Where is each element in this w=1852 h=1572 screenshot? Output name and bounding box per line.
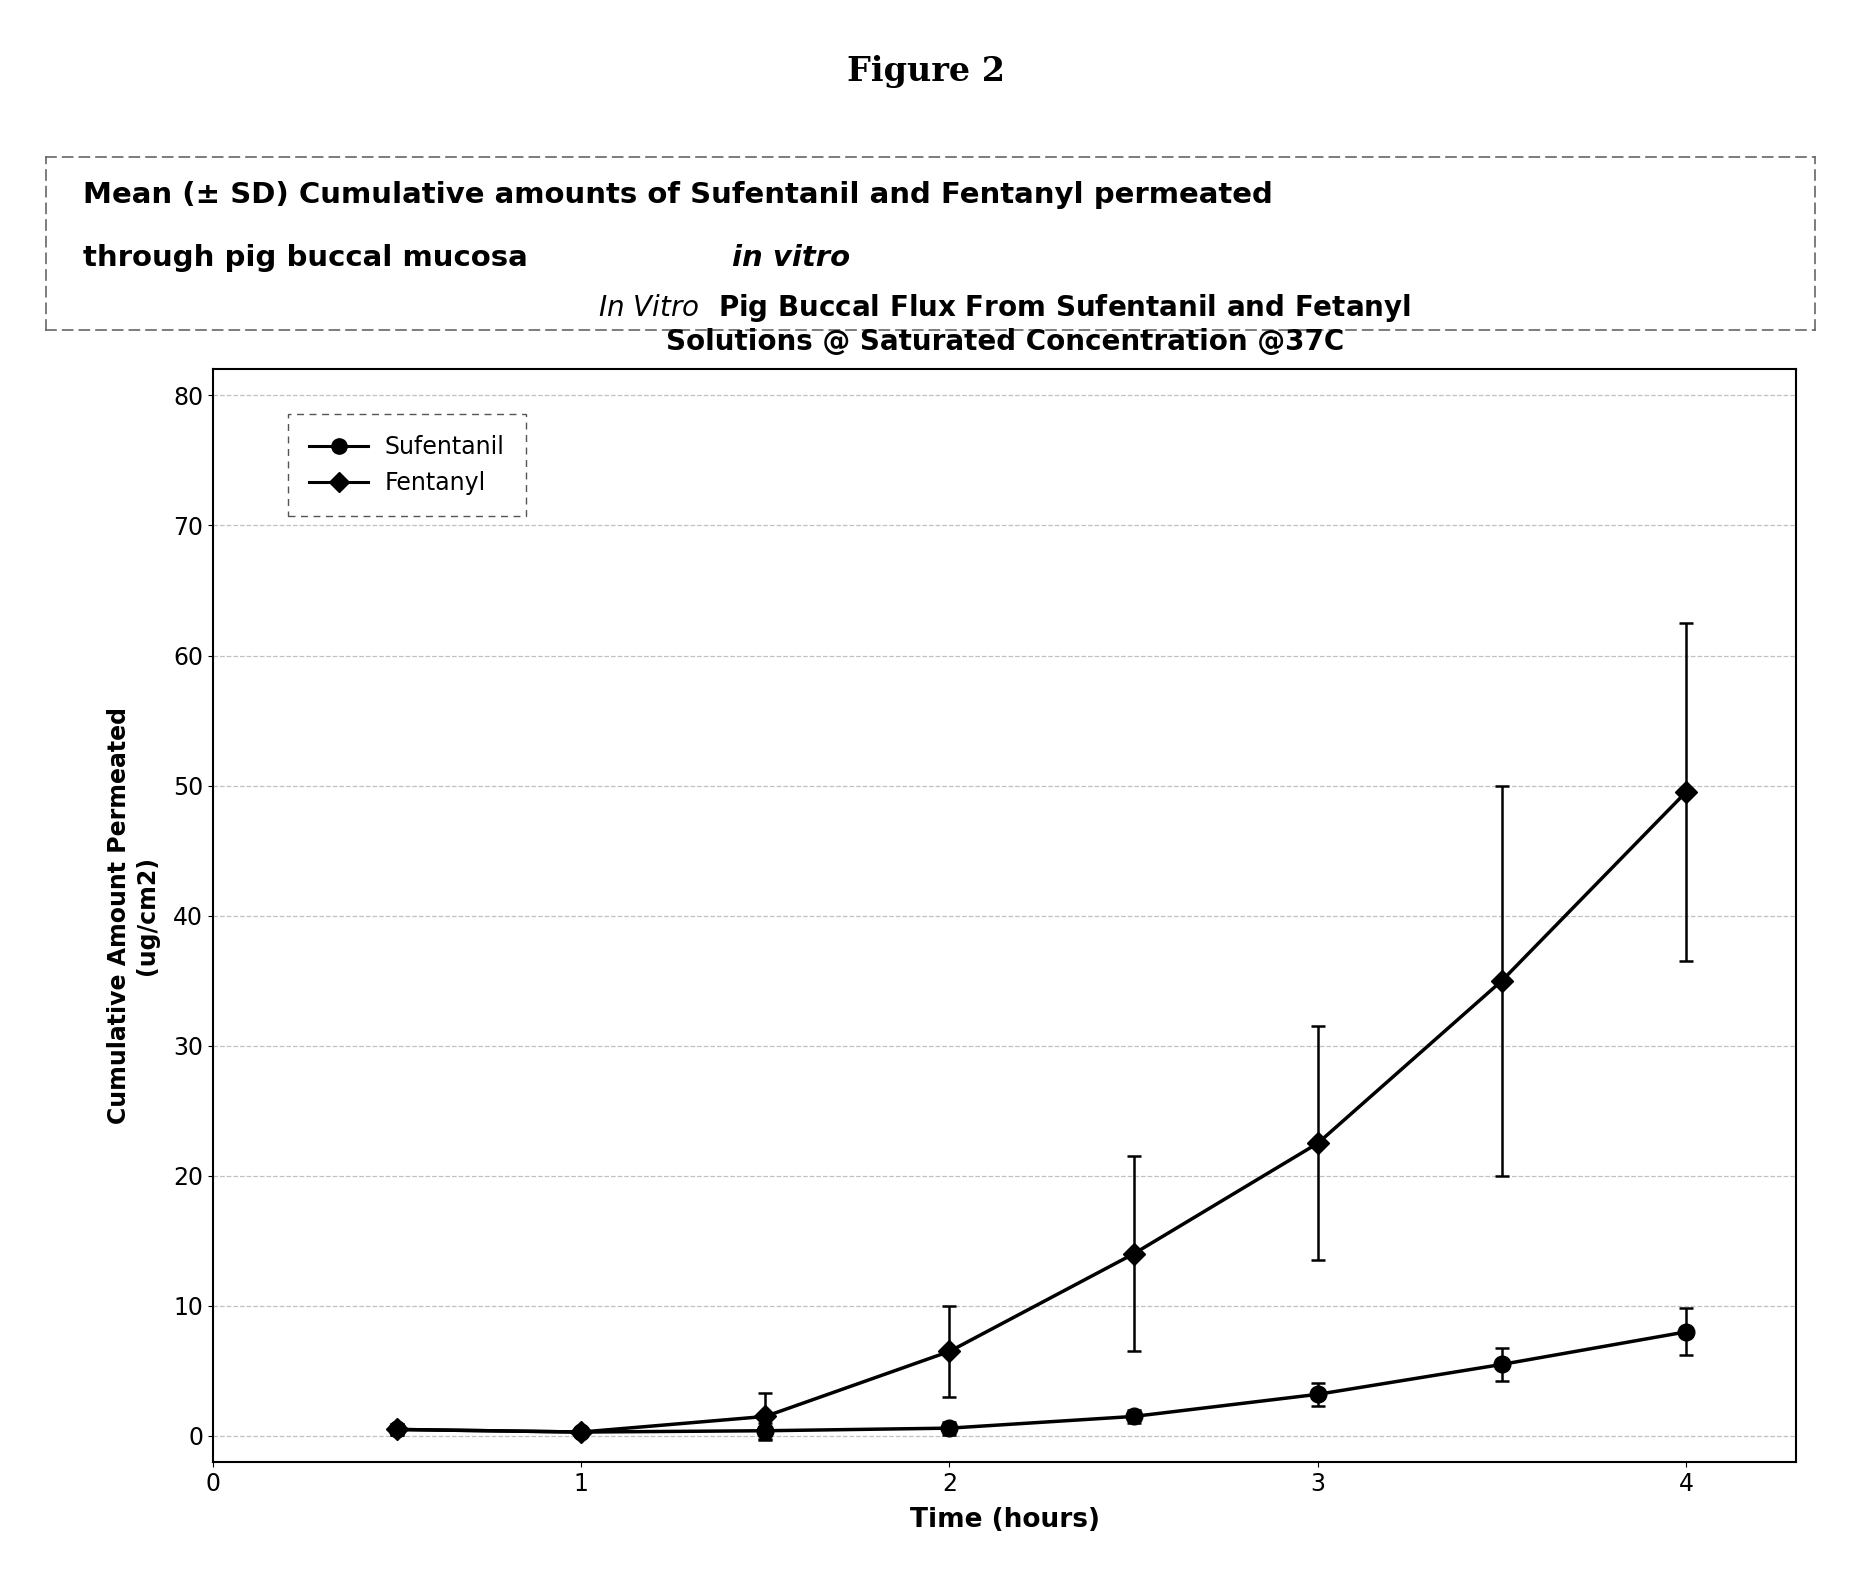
Text: Mean (± SD) Cumulative amounts of Sufentanil and Fentanyl permeated: Mean (± SD) Cumulative amounts of Sufent… [83, 181, 1272, 209]
Text: through pig buccal mucosa: through pig buccal mucosa [83, 244, 548, 272]
Text: in vitro: in vitro [732, 244, 850, 272]
Title: $\it{In\ Vitro}$  Pig Buccal Flux From Sufentanil and Fetanyl
Solutions @ Satura: $\it{In\ Vitro}$ Pig Buccal Flux From Su… [598, 291, 1411, 355]
Y-axis label: Cumulative Amount Permeated
(ug/cm2): Cumulative Amount Permeated (ug/cm2) [107, 707, 159, 1124]
X-axis label: Time (hours): Time (hours) [909, 1508, 1100, 1533]
Text: Figure 2: Figure 2 [846, 55, 1006, 88]
Legend: Sufentanil, Fentanyl: Sufentanil, Fentanyl [289, 413, 526, 516]
